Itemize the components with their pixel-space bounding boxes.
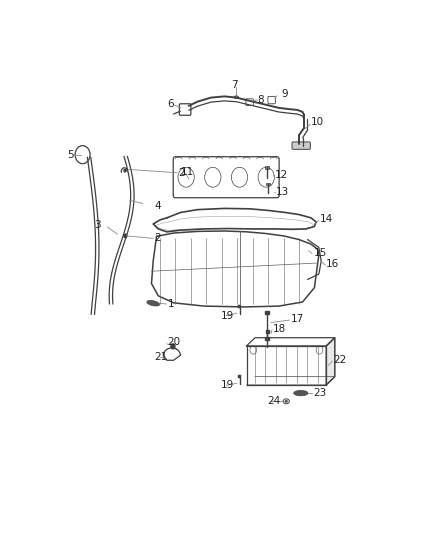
Text: 8: 8 [258, 95, 265, 104]
Text: 22: 22 [333, 356, 346, 365]
Polygon shape [326, 338, 335, 385]
Text: 14: 14 [320, 214, 333, 224]
Ellipse shape [294, 391, 308, 396]
Ellipse shape [285, 400, 288, 402]
FancyBboxPatch shape [292, 142, 311, 149]
Text: 17: 17 [291, 314, 304, 324]
Text: 3: 3 [95, 220, 101, 230]
Circle shape [171, 344, 175, 349]
Bar [265, 166, 269, 169]
Bar [265, 183, 270, 185]
Text: 5: 5 [67, 150, 74, 160]
Text: 23: 23 [314, 388, 327, 398]
Text: 7: 7 [231, 80, 237, 90]
Text: 10: 10 [311, 117, 324, 127]
Ellipse shape [147, 301, 159, 306]
Bar [238, 305, 241, 308]
Text: 19: 19 [220, 381, 233, 390]
Bar [265, 330, 269, 333]
Text: 18: 18 [273, 324, 286, 334]
Text: 2: 2 [178, 168, 184, 177]
Text: 20: 20 [167, 337, 180, 347]
Text: 21: 21 [154, 352, 167, 362]
Text: 13: 13 [276, 187, 289, 197]
Bar [265, 311, 268, 314]
Text: 15: 15 [314, 248, 327, 258]
Text: 6: 6 [167, 99, 174, 109]
Text: 12: 12 [275, 170, 288, 180]
Text: 24: 24 [267, 397, 280, 406]
Ellipse shape [124, 234, 127, 238]
Text: 11: 11 [180, 167, 194, 177]
Text: 1: 1 [168, 299, 174, 309]
Ellipse shape [234, 96, 239, 99]
Ellipse shape [124, 169, 126, 172]
Text: 4: 4 [154, 200, 161, 211]
Text: 2: 2 [154, 233, 161, 244]
Bar [238, 375, 241, 378]
Text: 16: 16 [326, 259, 339, 269]
Text: 9: 9 [282, 88, 288, 99]
Bar [265, 337, 268, 340]
Text: 19: 19 [220, 311, 233, 320]
